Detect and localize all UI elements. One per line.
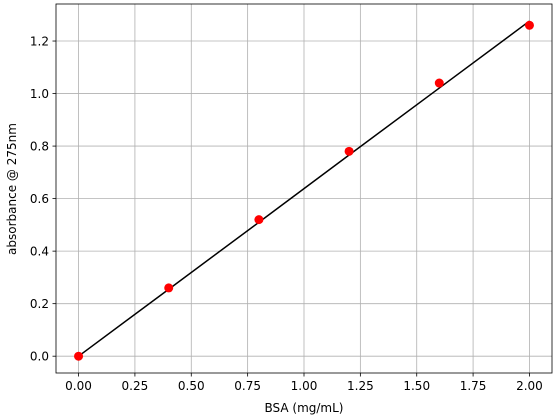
x-tick-label: 0.75	[234, 379, 261, 393]
data-point	[164, 283, 174, 293]
x-tick-label: 1.00	[291, 379, 318, 393]
data-point	[344, 146, 354, 156]
y-tick-label: 0.4	[30, 245, 49, 259]
fit-line	[78, 20, 530, 357]
y-tick-label: 0.8	[30, 140, 49, 154]
x-tick-label: 0.25	[122, 379, 149, 393]
y-tick-label: 0.6	[30, 192, 49, 206]
x-axis-label: BSA (mg/mL)	[265, 401, 344, 415]
plot-frame	[55, 3, 553, 374]
x-tick-label: 1.75	[460, 379, 487, 393]
data-point	[254, 215, 264, 225]
y-tick-label: 0.0	[30, 350, 49, 364]
x-tick-label: 0.00	[65, 379, 92, 393]
x-tick-label: 2.00	[516, 379, 543, 393]
x-tick-label: 0.50	[178, 379, 205, 393]
y-tick-label: 1.2	[30, 35, 49, 49]
y-tick-label: 0.2	[30, 297, 49, 311]
y-axis-label: absorbance @ 275nm	[5, 123, 19, 255]
data-point	[434, 78, 444, 88]
data-point	[524, 20, 534, 30]
data-point	[74, 351, 84, 361]
x-tick-label: 1.50	[403, 379, 430, 393]
y-tick-label: 1.0	[30, 87, 49, 101]
x-tick-label: 1.25	[347, 379, 374, 393]
